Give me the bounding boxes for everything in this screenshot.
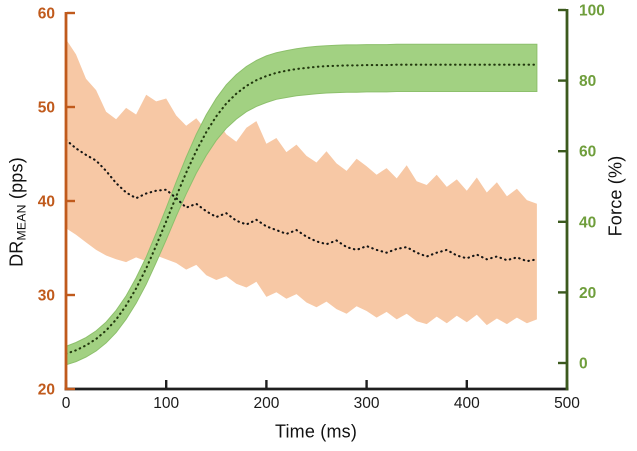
right-axis: 0 20 40 60 80 100 [558, 3, 605, 391]
left-tick-label: 20 [38, 382, 55, 399]
left-tick-label: 50 [38, 100, 55, 117]
force-mean-dotted-line [64, 63, 538, 355]
left-axis-title-sub: MEAN [14, 204, 29, 241]
right-tick-label: 60 [579, 144, 596, 161]
right-axis-title: Force (%) [605, 155, 626, 237]
right-tick-label: 40 [579, 214, 596, 231]
left-tick-label: 40 [38, 194, 55, 211]
right-tick-label: 100 [579, 3, 605, 20]
left-axis: 20 30 40 50 60 [38, 6, 75, 399]
x-tick-label: 500 [554, 395, 580, 412]
x-tick-label: 300 [354, 395, 380, 412]
dr-mean-dotted-line [64, 138, 538, 263]
x-tick-label: 400 [454, 395, 480, 412]
left-tick-label: 30 [38, 288, 55, 305]
x-axis: 0 100 200 300 400 500 [62, 380, 580, 412]
right-tick-label: 20 [579, 285, 596, 302]
force-band-area [65, 43, 538, 366]
left-axis-title: DRMEAN (pps) [6, 157, 29, 267]
x-tick-label: 100 [153, 395, 179, 412]
left-axis-title-unit: (pps) [6, 157, 27, 205]
x-axis-title: Time (ms) [274, 421, 358, 442]
right-tick-label: 0 [579, 356, 588, 373]
left-axis-title-main: DR [6, 240, 27, 267]
x-tick-label: 0 [62, 395, 71, 412]
right-tick-label: 80 [579, 73, 596, 90]
left-tick-label: 60 [38, 6, 55, 23]
x-tick-label: 200 [253, 395, 279, 412]
